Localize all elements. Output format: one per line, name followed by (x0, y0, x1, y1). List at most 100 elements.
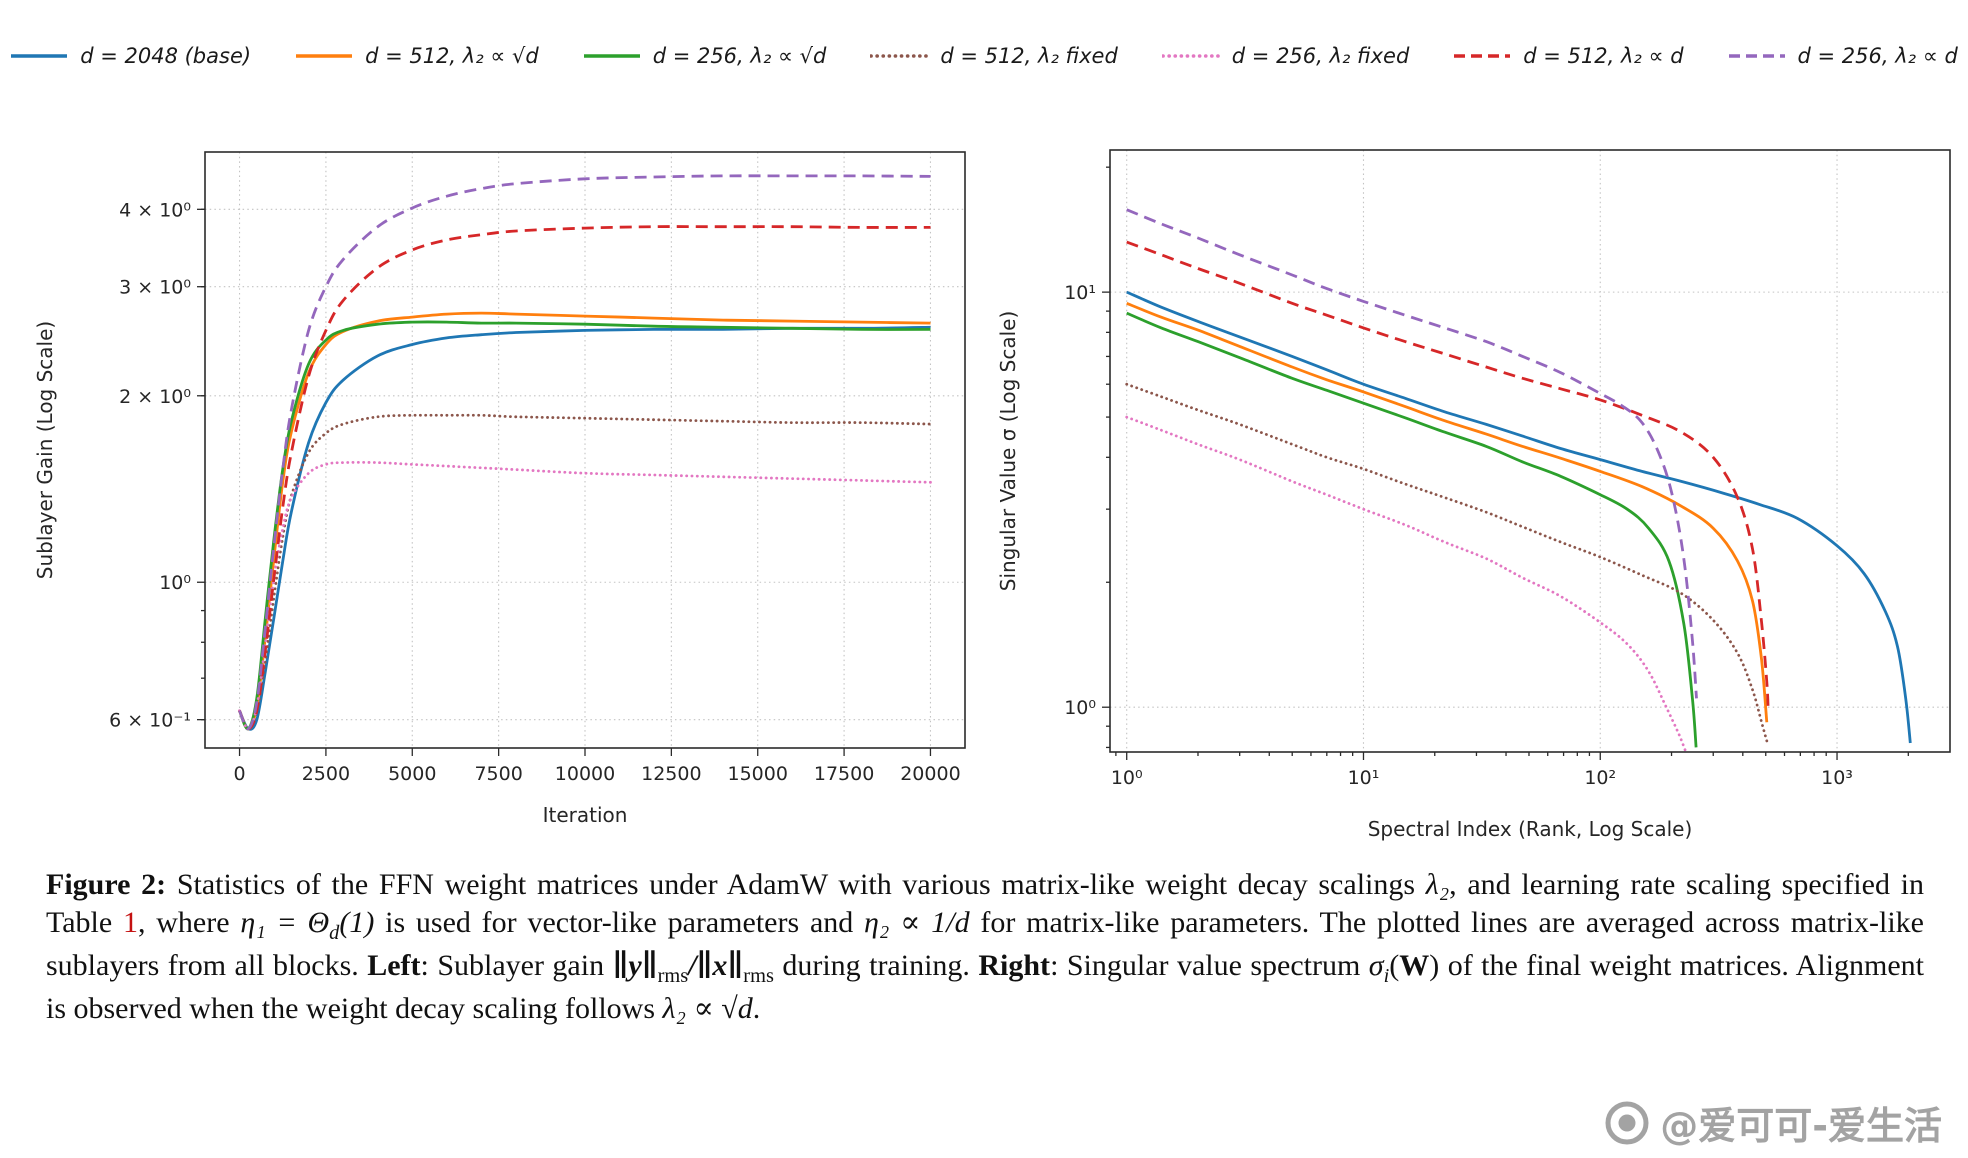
series-d256-d (1126, 208, 1698, 699)
legend-label: d = 256, λ₂ ∝ √d (652, 44, 827, 68)
y-axis-label: Sublayer Gain (Log Scale) (33, 321, 57, 579)
series-d512-sqrtd (238, 311, 931, 731)
legend-item-d512-fixed: d = 512, λ₂ fixed (870, 44, 1118, 68)
x-tick-label: 10000 (555, 763, 615, 785)
legend-item-d2048-base: d = 2048 (base) (10, 44, 251, 68)
caption-text: /∥x∥ (688, 949, 744, 982)
y-tick-label: 10⁰ (1064, 697, 1096, 719)
x-tick-label: 10² (1584, 767, 1616, 789)
x-tick-label: 10¹ (1348, 767, 1380, 789)
x-tick-label: 7500 (474, 763, 522, 785)
singular-value-spectrum-chart: 10⁰ 10¹ 10² 10³ 10⁰ 10¹ Spectral Index (Rank, … (996, 149, 1951, 841)
y-tick-label: 10¹ (1064, 282, 1096, 304)
legend: d = 2048 (base) d = 512, λ₂ ∝ √d d = 256, … (0, 44, 1968, 68)
x-tick-label: 0 (233, 763, 245, 785)
legend-item-d512-sqrtd: d = 512, λ₂ ∝ √d (295, 44, 539, 68)
caption-text: Figure 2: (46, 868, 167, 901)
legend-line-d256-d (1728, 54, 1785, 58)
caption-text: λ₂ (1425, 868, 1450, 901)
table-1-link[interactable]: 1 (122, 906, 138, 940)
caption-text: for matrix-like parameters. The plotted … (46, 906, 1924, 982)
x-tick-label: 12500 (641, 763, 701, 785)
axis-ticks: 10⁰ 10¹ 10² 10³ 10⁰ 10¹ (1064, 166, 1909, 789)
sublayer-gain-chart: 0 2500 5000 7500 10000 12500 15000 17500 20000 6 … (33, 151, 966, 827)
caption-text: Right (978, 949, 1051, 982)
legend-line-d256-fixed (1161, 54, 1220, 58)
legend-item-d256-sqrtd: d = 256, λ₂ ∝ √d (583, 44, 827, 68)
series-d512-d (1126, 240, 1770, 711)
caption-text: ) (1429, 949, 1440, 982)
series-d256-d (238, 174, 931, 731)
caption-text: during training. (773, 949, 979, 982)
caption-text: ∥y∥ (612, 949, 658, 982)
legend-label: d = 2048 (base) (80, 44, 252, 68)
x-tick-label: 17500 (814, 763, 874, 785)
caption-text: rms (743, 965, 774, 987)
watermark: @爱可可-爱生活 (1604, 1095, 1942, 1150)
legend-line-d512-d (1454, 54, 1511, 58)
watermark-text: @爱可可-爱生活 (1660, 1104, 1942, 1148)
caption-text: (1) (339, 906, 375, 940)
series-d512-d (238, 225, 931, 731)
legend-line-d256-sqrtd (583, 54, 640, 58)
legend-label: d = 512, λ₂ fixed (940, 44, 1118, 68)
y-axis-label: Singular Value σ (Log Scale) (996, 311, 1020, 592)
caption-text: of the final weight matrices. Alignment … (46, 949, 1924, 1025)
series-d256-sqrtd (1126, 311, 1698, 748)
caption-text: σ (1368, 949, 1384, 982)
caption-text: Statistics of the FFN weight matrices un… (166, 868, 1426, 901)
caption-text: d (329, 922, 340, 945)
legend-label: d = 256, λ₂ fixed (1231, 44, 1410, 68)
y-tick-label: 10⁰ (159, 572, 191, 594)
caption-text: : Sublayer gain (420, 949, 613, 982)
legend-item-d512-d: d = 512, λ₂ ∝ d (1453, 44, 1684, 68)
legend-label: d = 256, λ₂ ∝ d (1797, 44, 1958, 68)
caption-text: rms (657, 965, 689, 987)
caption-text: i (1383, 965, 1390, 987)
x-tick-label: 10⁰ (1111, 767, 1143, 789)
caption-text: η₁ = Θ (240, 906, 330, 940)
gridlines (1110, 150, 1950, 752)
legend-label: d = 512, λ₂ ∝ √d (365, 44, 539, 68)
legend-item-d256-d: d = 256, λ₂ ∝ d (1728, 44, 1958, 68)
y-tick-label: 3 × 10⁰ (119, 277, 191, 299)
caption-text: W (1399, 949, 1430, 982)
series-d256-fixed (238, 460, 932, 731)
y-tick-label: 4 × 10⁰ (119, 199, 191, 221)
watermark-camera-icon (1605, 1101, 1649, 1144)
series-d512-sqrtd (1126, 301, 1769, 723)
series-d2048-base (1126, 290, 1912, 744)
caption-text: . (752, 991, 761, 1025)
figure-caption: Figure 2: Statistics of the FFN weight m… (46, 866, 1924, 1028)
series-d512-fixed (1125, 382, 1769, 745)
y-tick-label: 6 × 10⁻¹ (109, 710, 191, 732)
x-tick-label: 5000 (388, 763, 436, 785)
x-tick-label: 2500 (302, 763, 350, 785)
caption-text: ( (1389, 949, 1400, 982)
legend-line-d512-fixed (870, 54, 929, 58)
legend-item-d256-fixed: d = 256, λ₂ fixed (1161, 44, 1410, 68)
x-tick-label: 15000 (728, 763, 788, 785)
axis-ticks: 0 2500 5000 7500 10000 12500 15000 17500 20000 6 … (109, 199, 961, 785)
series-d256-fixed (1125, 415, 1688, 752)
x-axis-label: Iteration (543, 803, 628, 827)
caption-text: is used for vector-like parameters and (374, 906, 865, 940)
series-group (1125, 208, 1912, 752)
series-group (238, 174, 932, 731)
x-tick-label: 10³ (1821, 767, 1853, 789)
gridlines (205, 152, 965, 748)
plot-frame (1109, 149, 1951, 753)
caption-text: λ₂ ∝ √d (662, 991, 753, 1025)
legend-label: d = 512, λ₂ ∝ d (1523, 44, 1684, 68)
x-tick-label: 20000 (900, 763, 960, 785)
x-axis-label: Spectral Index (Rank, Log Scale) (1368, 817, 1693, 841)
caption-text: Left (367, 949, 421, 982)
series-d2048-base (238, 325, 931, 731)
caption-text: : Singular value spectrum (1050, 949, 1369, 982)
caption-text: , and learning rate scaling specified in… (46, 868, 1924, 940)
y-tick-label: 2 × 10⁰ (119, 386, 191, 408)
series-d512-fixed (238, 413, 932, 731)
caption-text: , where (137, 906, 241, 940)
legend-line-d512-sqrtd (296, 54, 353, 58)
